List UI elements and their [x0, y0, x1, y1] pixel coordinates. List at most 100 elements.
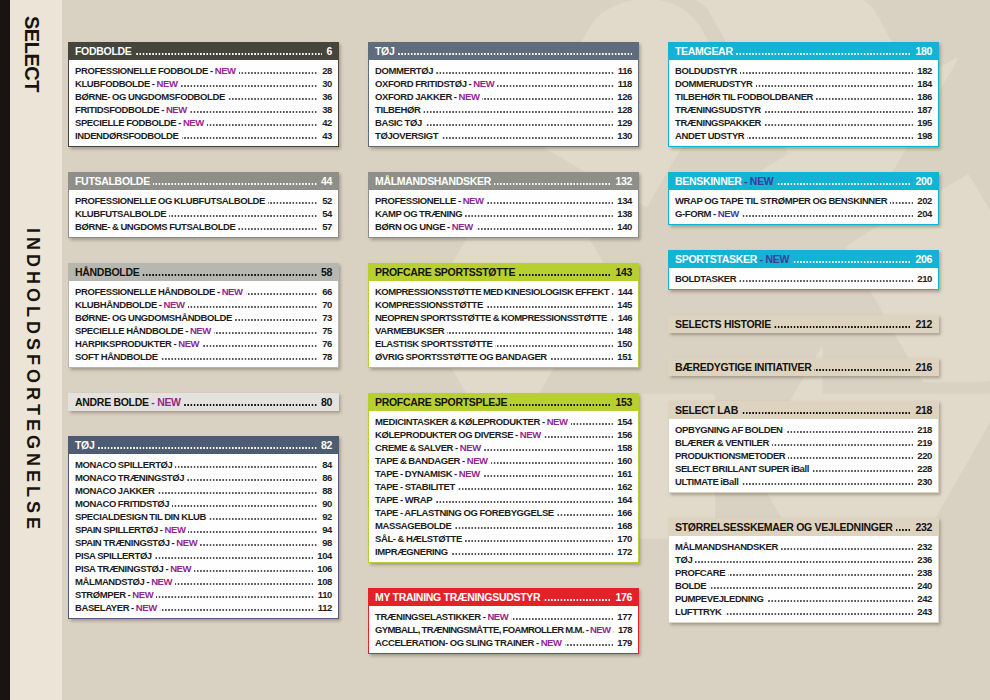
- entry-page-number: 172: [613, 545, 632, 558]
- section-title: MY TRAINING TRÆNINGSUDSTYR: [375, 588, 543, 606]
- toc-entry: PROFESSIONELLE FODBOLDE - NEW28: [75, 64, 332, 77]
- entry-page-number: 164: [613, 493, 632, 506]
- toc-entry: KOMPRESSIONSSTØTTE145: [375, 298, 632, 311]
- new-badge: NEW: [151, 576, 172, 587]
- section-title: MÅLMANDSHANDSKER: [375, 172, 494, 190]
- entry-page-number: 76: [318, 337, 332, 350]
- entry-page-number: 128: [613, 103, 632, 116]
- entry-label: PRODUKTIONSMETODER: [675, 449, 788, 462]
- entry-page-number: 170: [613, 532, 632, 545]
- entry-label: TØJ: [675, 553, 695, 566]
- entry-page-number: 52: [318, 194, 332, 207]
- section-entries: BOLDUDSTYR182DOMMERUDSTYR184TILBEHØR TIL…: [668, 60, 939, 147]
- new-badge: NEW: [473, 78, 494, 89]
- section-header: TØJ: [368, 42, 639, 60]
- section-title: BÆREDYGTIGE INITIATIVER: [675, 358, 814, 376]
- entry-label: TRÆNINGSPAKKER: [675, 116, 764, 129]
- entry-page-number: 240: [913, 579, 932, 592]
- entry-page-number: 210: [913, 272, 932, 285]
- entry-label: INDENDØRSFODBOLDE: [75, 129, 182, 142]
- new-badge: NEW: [165, 524, 186, 535]
- entry-label: SPECIALDESIGN TIL DIN KLUB: [75, 510, 209, 523]
- entry-page-number: 228: [913, 462, 932, 475]
- toc-entry: TØJ236: [675, 553, 932, 566]
- entry-page-number: 168: [613, 519, 632, 532]
- entry-label: WRAP OG TAPE TIL STRØMPER OG BENSKINNER: [675, 194, 890, 207]
- entry-page-number: 110: [314, 588, 332, 601]
- entry-page-number: 118: [614, 77, 632, 90]
- entry-page-number: 166: [613, 506, 632, 519]
- section-title: SELECT LAB: [675, 401, 741, 419]
- toc-entry: SPAIN TRÆNINGSTØJ - NEW98: [75, 536, 332, 549]
- entry-label: TRÆNINGSUDSTYR: [675, 103, 764, 116]
- section-page-number: 82: [317, 436, 332, 454]
- entry-label: DOMMERUDSTYR: [675, 77, 756, 90]
- toc-section-h-ndbolde: HÅNDBOLDE58PROFESSIONELLE HÅNDBOLDE - NE…: [68, 263, 339, 368]
- entry-page-number: 160: [613, 454, 632, 467]
- toc-section-t-j: TØJDOMMERTØJ116OXFORD FRITIDSTØJ - NEW11…: [368, 42, 639, 147]
- entry-page-number: 187: [913, 103, 932, 116]
- page-title: INDHOLDSFORTEGNELSE: [22, 228, 43, 533]
- toc-entry: PISA SPILLERTØJ104: [75, 549, 332, 562]
- entry-label: MONACO TRÆNINGSTØJ: [75, 471, 187, 484]
- section-title: STØRRELSESSKEMAER OG VEJLEDNINGER: [675, 518, 896, 536]
- section-title: BENSKINNER - NEW: [675, 172, 776, 190]
- toc-section-my-training-tr-ningsudstyr: MY TRAINING TRÆNINGSUDSTYR176TRÆNINGSELA…: [368, 588, 639, 654]
- section-title: ANDRE BOLDE - NEW: [75, 393, 184, 411]
- new-badge: NEW: [459, 91, 480, 102]
- toc-entry: TILBEHØR128: [375, 103, 632, 116]
- entry-page-number: 73: [318, 311, 332, 324]
- entry-label: LUFTTRYK: [675, 605, 725, 618]
- entry-page-number: 90: [318, 497, 332, 510]
- new-badge: NEW: [183, 117, 204, 128]
- toc-entry: ACCELERATION- OG SLING TRAINER - NEW179: [375, 636, 632, 649]
- entry-label: BASIC TØJ: [375, 116, 425, 129]
- entry-label: OXFORD FRITIDSTØJ - NEW: [375, 77, 497, 90]
- entry-page-number: 54: [318, 207, 332, 220]
- section-title: SELECTS HISTORIE: [675, 315, 774, 333]
- section-header: SELECTS HISTORIE212: [668, 315, 939, 333]
- new-badge: NEW: [170, 563, 191, 574]
- toc-entry: KOMPRESSIONSSTØTTE MED KINESIOLOGISK EFF…: [375, 285, 632, 298]
- entry-label: FRITIDSFODBOLDE - NEW: [75, 103, 190, 116]
- entry-page-number: 178: [614, 623, 632, 636]
- toc-columns: FODBOLDE6PROFESSIONELLE FODBOLDE - NEW28…: [68, 42, 939, 679]
- toc-section-sportstasker: SPORTSTASKER - NEW206BOLDTASKER210: [668, 250, 939, 290]
- entry-page-number: 202: [913, 194, 932, 207]
- new-badge: NEW: [547, 416, 568, 427]
- toc-entry: TILBEHØR TIL FODBOLDBANER186: [675, 90, 932, 103]
- new-badge: NEW: [157, 78, 178, 89]
- entry-label: TAPE & BANDAGER - NEW: [375, 454, 491, 467]
- toc-entry: TRÆNINGSELASTIKKER - NEW177: [375, 610, 632, 623]
- entry-label: ØVRIG SPORTSSTØTTE OG BANDAGER: [375, 350, 550, 363]
- section-header: PROFCARE SPORTSSTØTTE143: [368, 263, 639, 281]
- section-entries: WRAP OG TAPE TIL STRØMPER OG BENSKINNER 2…: [668, 190, 939, 225]
- section-entries: KOMPRESSIONSSTØTTE MED KINESIOLOGISK EFF…: [368, 281, 639, 368]
- toc-entry: BASELAYER - NEW112: [75, 601, 332, 614]
- toc-entry: SPECIELLE HÅNDBOLDE - NEW75: [75, 324, 332, 337]
- toc-entry: SÅL- & HÆLSTØTTE170: [375, 532, 632, 545]
- toc-entry: KAMP OG TRÆNING138: [375, 207, 632, 220]
- toc-column-1: FODBOLDE6PROFESSIONELLE FODBOLDE - NEW28…: [68, 42, 339, 679]
- toc-entry: BØRNE- OG UNGDOMSHÅNDBOLDE73: [75, 311, 332, 324]
- entry-page-number: 177: [613, 610, 632, 623]
- toc-entry: NEOPREN SPORTSSTØTTE & KOMPRESSIONSSTØTT…: [375, 311, 632, 324]
- toc-entry: TAPE - DYNAMISK - NEW161: [375, 467, 632, 480]
- toc-entry: MEDICINTASKER & KØLEPRODUKTER - NEW154: [375, 415, 632, 428]
- entry-page-number: 92: [318, 510, 332, 523]
- entry-page-number: 161: [613, 467, 632, 480]
- entry-label: PROFCARE: [675, 566, 728, 579]
- new-badge: NEW: [452, 221, 473, 232]
- entry-page-number: 219: [913, 436, 932, 449]
- section-title: FUTSALBOLDE: [75, 172, 153, 190]
- section-header: HÅNDBOLDE58: [68, 263, 339, 281]
- entry-label: NEOPREN SPORTSSTØTTE & KOMPRESSIONSSTØTT…: [375, 311, 610, 324]
- section-title: PROFCARE SPORTSPLEJE: [375, 393, 510, 411]
- new-badge: NEW: [222, 286, 243, 297]
- entry-label: MÅLMANDSHANDSKER: [675, 540, 781, 553]
- entry-page-number: 57: [318, 220, 332, 233]
- section-page-number: 132: [611, 172, 632, 190]
- section-entries: MEDICINTASKER & KØLEPRODUKTER - NEW154KØ…: [368, 411, 639, 563]
- entry-label: CREME & SALVER - NEW: [375, 441, 484, 454]
- toc-entry: PUMPEVEJLEDNING242: [675, 592, 932, 605]
